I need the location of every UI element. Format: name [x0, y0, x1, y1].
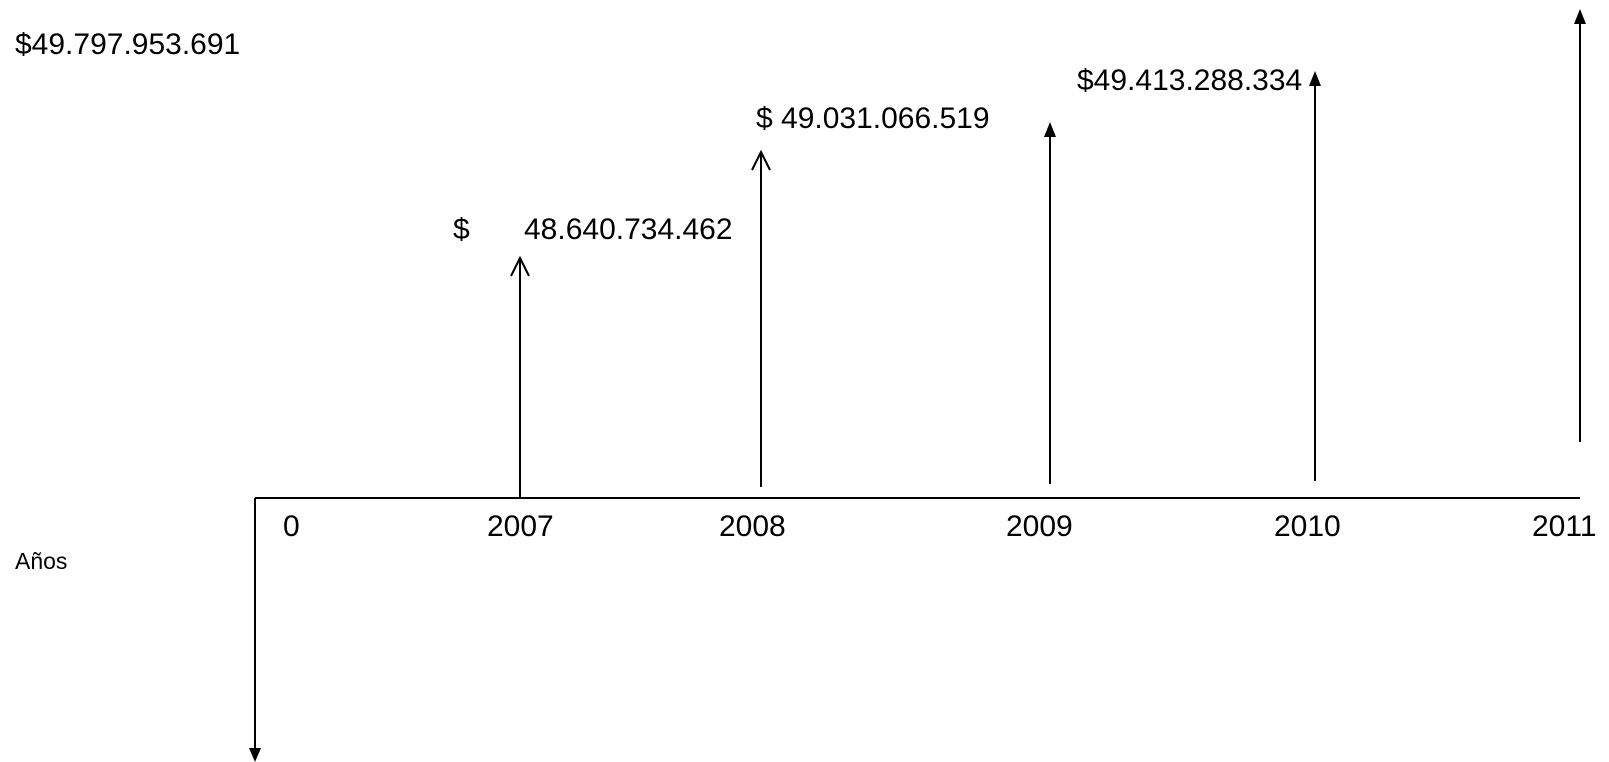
amount-label-2011: $49.797.953.691 [15, 28, 241, 61]
arrow-head-2007 [510, 255, 530, 277]
arrow-head-2008 [751, 149, 771, 171]
year-label-2010: 2010 [1274, 510, 1341, 543]
amount-label-2007: 48.640.734.462 [524, 213, 733, 246]
x-axis-title: Años [15, 548, 68, 574]
arrow-head-2011 [1574, 9, 1586, 24]
amount-label-2009: $49.413.288.334 [1077, 64, 1303, 97]
year-label-2008: 2008 [719, 510, 786, 543]
initial-outflow-arrow-head [249, 748, 261, 762]
amount-label-2008: $ 49.031.066.519 [756, 102, 990, 135]
origin-label: 0 [283, 510, 300, 543]
arrow-head-2010 [1309, 71, 1321, 86]
year-label-2011: 2011 [1532, 510, 1597, 543]
year-label-2009: 2009 [1006, 510, 1073, 543]
year-label-2007: 2007 [487, 510, 554, 543]
amount-label-2007-prefix: $ [453, 213, 470, 246]
arrow-head-2009 [1044, 122, 1056, 137]
